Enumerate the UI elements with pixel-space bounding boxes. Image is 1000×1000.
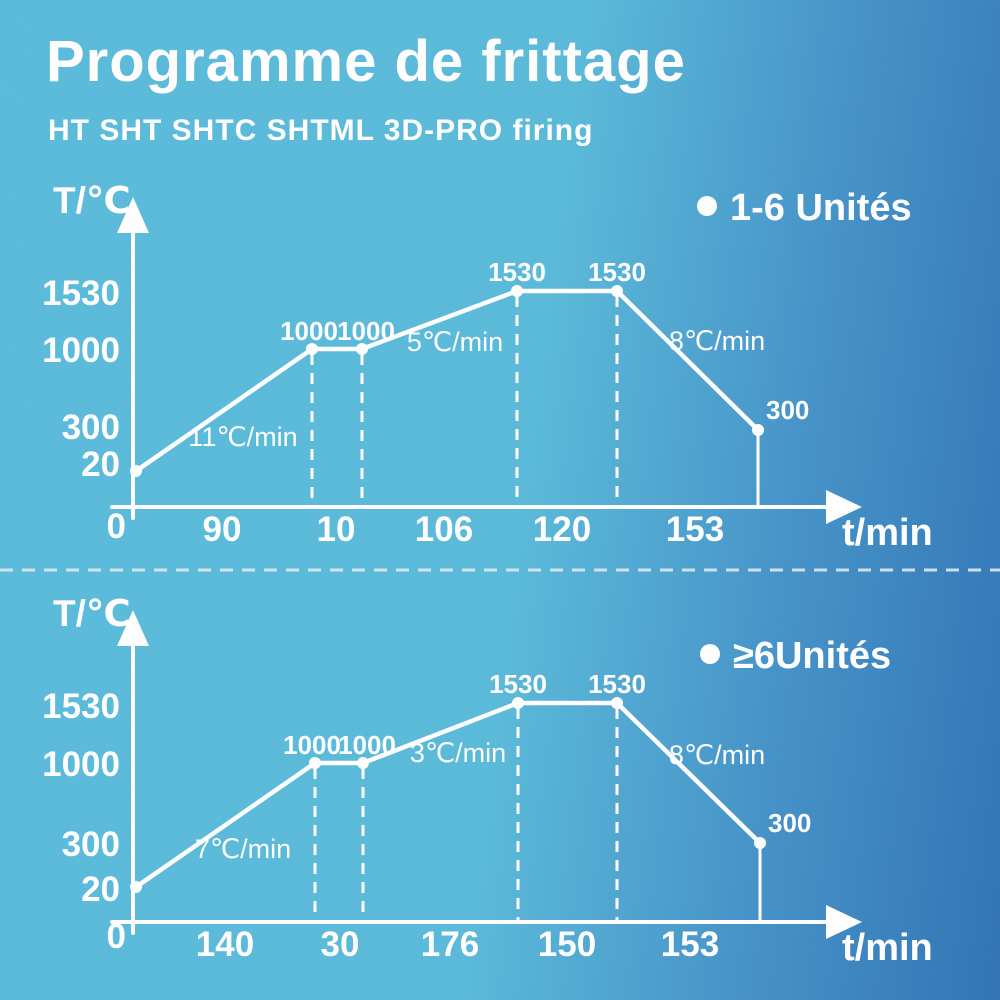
bottom-rate-3c-min: 3℃/min bbox=[410, 738, 506, 768]
chart-top: T/℃ t/min 1530 1000 300 20 0 90 10 106 1… bbox=[42, 180, 933, 554]
top-ytick-300: 300 bbox=[62, 408, 120, 447]
legend-units-6-plus: ≥6Unités bbox=[700, 635, 891, 677]
bottom-ytick-1530: 1530 bbox=[42, 687, 120, 726]
bottom-x-axis-title: t/min bbox=[842, 927, 933, 969]
top-xlabel-153: 153 bbox=[666, 510, 724, 549]
top-ytick-1000: 1000 bbox=[42, 331, 120, 370]
top-xlabel-10: 10 bbox=[317, 510, 356, 549]
top-y-axis-title: T/℃ bbox=[53, 180, 131, 221]
bottom-ytick-0: 0 bbox=[107, 917, 126, 956]
top-rate-5c-min: 5℃/min bbox=[407, 327, 503, 357]
top-ptlabel-1000-b: 1000 bbox=[337, 316, 395, 346]
top-ytick-20: 20 bbox=[81, 445, 120, 484]
bottom-ytick-300: 300 bbox=[62, 825, 120, 864]
bottom-rate-7c-min: 7℃/min bbox=[195, 834, 291, 864]
top-point-start-20 bbox=[130, 465, 142, 477]
bottom-ptlabel-1000-b: 1000 bbox=[338, 730, 396, 760]
bottom-xlabel-140: 140 bbox=[196, 925, 254, 964]
top-ytick-1530: 1530 bbox=[42, 274, 120, 313]
top-xlabel-106: 106 bbox=[415, 510, 473, 549]
top-ptlabel-1000-a: 1000 bbox=[280, 316, 338, 346]
top-ptlabel-1530-a: 1530 bbox=[488, 257, 546, 287]
bottom-xlabel-153: 153 bbox=[661, 925, 719, 964]
top-rate-8c-min: 8℃/min bbox=[669, 326, 765, 356]
bottom-ptlabel-1530-b: 1530 bbox=[588, 669, 646, 699]
bottom-ytick-1000: 1000 bbox=[42, 745, 120, 784]
top-ptlabel-300: 300 bbox=[766, 395, 809, 425]
legend-label-1-6-unites: 1-6 Unités bbox=[730, 187, 912, 229]
bottom-xlabel-30: 30 bbox=[321, 925, 360, 964]
legend-units-1-6: 1-6 Unités bbox=[697, 187, 912, 229]
bottom-ptlabel-1000-a: 1000 bbox=[283, 730, 341, 760]
top-ytick-0: 0 bbox=[107, 507, 126, 546]
bottom-point-end-300 bbox=[754, 837, 766, 849]
top-point-end-300 bbox=[752, 424, 764, 436]
bottom-xlabel-150: 150 bbox=[538, 925, 596, 964]
top-rate-11c-min: 11℃/min bbox=[188, 422, 297, 452]
bottom-xlabel-176: 176 bbox=[421, 925, 479, 964]
top-xlabel-120: 120 bbox=[533, 510, 591, 549]
top-ptlabel-1530-b: 1530 bbox=[588, 257, 646, 287]
top-xlabel-90: 90 bbox=[203, 510, 242, 549]
bottom-ptlabel-1530-a: 1530 bbox=[489, 669, 547, 699]
bottom-rate-8c-min: 8℃/min bbox=[669, 740, 765, 770]
legend-bullet-icon bbox=[700, 644, 720, 664]
legend-label-6-plus-unites: ≥6Unités bbox=[733, 635, 891, 677]
top-x-axis-title: t/min bbox=[842, 512, 933, 554]
legend-bullet-icon bbox=[697, 196, 717, 216]
bottom-ptlabel-300: 300 bbox=[768, 808, 811, 838]
bottom-point-start-20 bbox=[130, 881, 142, 893]
bottom-y-axis-title: T/℃ bbox=[53, 593, 131, 634]
chart-bottom: T/℃ t/min 1530 1000 300 20 0 140 30 176 … bbox=[42, 593, 933, 969]
bottom-ytick-20: 20 bbox=[81, 870, 120, 909]
